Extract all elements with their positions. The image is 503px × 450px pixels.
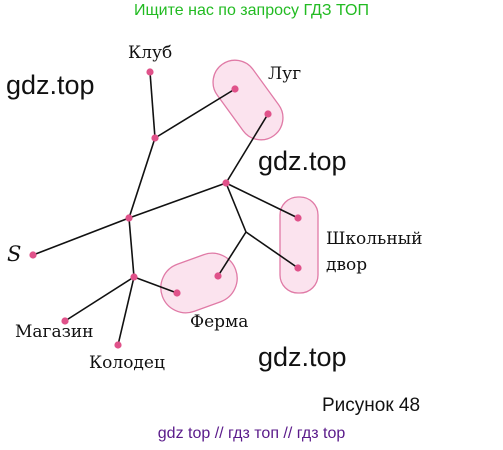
edge-meadow-2 xyxy=(225,113,269,184)
edge-start xyxy=(32,217,130,256)
edge-school-1 xyxy=(225,182,299,219)
label-start: S xyxy=(7,242,21,266)
node-farm-1 xyxy=(214,272,222,280)
node-well xyxy=(114,341,122,349)
node-school-2 xyxy=(294,264,302,272)
watermark-3: gdz.top xyxy=(258,342,347,372)
node-meadow-2 xyxy=(264,110,272,118)
graph-nodes xyxy=(29,68,302,349)
node-school-1 xyxy=(294,214,302,222)
node-junction-center xyxy=(125,214,133,222)
edge-down xyxy=(128,217,135,278)
watermark-1: gdz.top xyxy=(6,70,95,100)
edge-farm-1 xyxy=(217,231,247,277)
group-school-yard xyxy=(279,196,319,294)
edge-meadow-1 xyxy=(154,88,236,139)
edge-center-right xyxy=(128,182,227,219)
footer-text: gdz top // гдз топ // гдз top xyxy=(157,425,346,442)
node-meadow-1 xyxy=(231,85,239,93)
node-club xyxy=(146,68,154,76)
graph-labels: Клуб Луг Школьный двор S Магазин Колодец… xyxy=(7,43,423,373)
edge-school-2 xyxy=(245,231,299,269)
label-school: Школьный xyxy=(326,229,423,249)
node-junction-bottom xyxy=(130,273,138,281)
edge-shop xyxy=(64,276,135,322)
top-banner: Ищите нас по запросу ГДЗ ТОП xyxy=(134,2,369,19)
node-junction-top xyxy=(151,134,159,142)
group-meadow xyxy=(212,59,284,141)
label-well: Колодец xyxy=(89,353,165,373)
node-start xyxy=(29,251,37,259)
label-shop: Магазин xyxy=(15,322,94,342)
edge-junction-left xyxy=(128,137,156,219)
edge-farm-2 xyxy=(133,276,178,294)
graph-edges xyxy=(32,71,299,346)
edge-club xyxy=(149,71,156,139)
watermark-2: gdz.top xyxy=(258,146,347,176)
label-farm: Ферма xyxy=(190,312,248,332)
label-club: Клуб xyxy=(128,43,172,63)
node-junction-right xyxy=(222,179,230,187)
label-meadow: Луг xyxy=(268,64,301,84)
edge-fork xyxy=(225,182,247,233)
node-shop xyxy=(61,317,69,325)
edge-well xyxy=(117,276,135,346)
node-farm-2 xyxy=(173,289,181,297)
label-school-yard: двор xyxy=(326,255,367,275)
figure-caption: Рисунок 48 xyxy=(322,395,421,416)
group-farm xyxy=(160,252,238,314)
highlight-groups xyxy=(160,59,319,314)
